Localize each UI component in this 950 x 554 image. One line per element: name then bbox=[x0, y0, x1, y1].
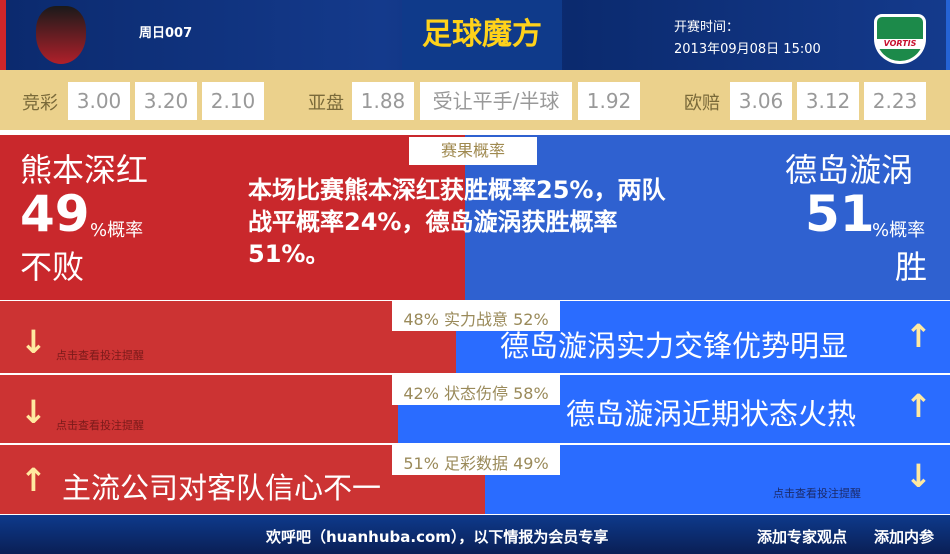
home-outcome: 不败 bbox=[20, 248, 85, 286]
member-notice: 欢呼吧（huanhuba.com），以下情报为会员专享 bbox=[266, 528, 609, 546]
home-pct-unit: %概率 bbox=[90, 220, 144, 241]
row-tag: 51% 足彩数据 49% bbox=[392, 445, 560, 475]
asia-label: 亚盘 bbox=[308, 93, 344, 114]
row-tag: 42% 状态伤停 58% bbox=[392, 375, 560, 405]
row-text: 德岛漩涡近期状态火热 bbox=[566, 397, 857, 431]
odds-value: 1.88 bbox=[352, 82, 414, 120]
home-team-name: 熊本深红 bbox=[20, 151, 149, 189]
kickoff-time: 2013年09月08日 15:00 bbox=[674, 42, 821, 57]
arrow-down-icon: ↓ bbox=[20, 323, 47, 361]
arrow-up-icon: ↑ bbox=[905, 317, 932, 355]
footer-bar: 欢呼吧（huanhuba.com），以下情报为会员专享 添加专家观点 添加内参 bbox=[0, 515, 950, 554]
analysis-row-strength[interactable]: 48% 实力战意 52% ↓ 点击查看投注提醒 德岛漩涡实力交锋优势明显 ↑ bbox=[0, 301, 950, 373]
add-inside-button[interactable]: 添加内参 bbox=[874, 528, 935, 546]
result-summary: 本场比赛熊本深红获胜概率25%，两队战平概率24%，德岛漩涡获胜概率51%。 bbox=[248, 176, 666, 268]
jc-label: 竞彩 bbox=[22, 93, 58, 114]
away-pct: 51 bbox=[805, 185, 875, 243]
odds-handicap: 受让平手/半球 bbox=[420, 82, 572, 120]
odds-value: 3.12 bbox=[797, 82, 859, 120]
away-team-logo: VORTIS bbox=[874, 14, 926, 64]
result-tag: 赛果概率 bbox=[409, 137, 537, 165]
match-round: 周日007 bbox=[139, 26, 193, 41]
odds-value: 2.10 bbox=[202, 82, 264, 120]
bet-hint-link[interactable]: 点击查看投注提醒 bbox=[56, 349, 144, 362]
arrow-down-icon: ↓ bbox=[20, 393, 47, 431]
bet-hint-link[interactable]: 点击查看投注提醒 bbox=[56, 419, 144, 432]
away-team-name: 德岛漩涡 bbox=[785, 151, 914, 189]
row-text: 主流公司对客队信心不一 bbox=[62, 471, 382, 505]
brand-logo: 足球魔方 bbox=[402, 0, 562, 70]
kickoff-label: 开赛时间： bbox=[674, 20, 740, 35]
home-share bbox=[0, 135, 465, 300]
away-pct-unit: %概率 bbox=[872, 220, 926, 241]
home-pct: 49 bbox=[20, 185, 90, 243]
arrow-down-icon: ↓ bbox=[905, 457, 932, 495]
euro-label: 欧赔 bbox=[684, 93, 720, 114]
analysis-row-lottery[interactable]: 51% 足彩数据 49% ↑ 主流公司对客队信心不一 点击查看投注提醒 ↓ bbox=[0, 445, 950, 514]
bet-hint-link[interactable]: 点击查看投注提醒 bbox=[773, 487, 861, 500]
home-team-logo bbox=[36, 6, 86, 64]
away-logo-text: VORTIS bbox=[877, 39, 923, 49]
match-header: 周日007 足球魔方 开赛时间： 2013年09月08日 15:00 VORTI… bbox=[0, 0, 950, 70]
odds-value: 3.00 bbox=[68, 82, 130, 120]
home-share bbox=[0, 375, 398, 443]
odds-value: 3.06 bbox=[730, 82, 792, 120]
arrow-up-icon: ↑ bbox=[20, 461, 47, 499]
odds-value: 1.92 bbox=[578, 82, 640, 120]
row-tag: 48% 实力战意 52% bbox=[392, 301, 560, 331]
odds-value: 3.20 bbox=[135, 82, 197, 120]
add-expert-button[interactable]: 添加专家观点 bbox=[757, 528, 848, 546]
away-outcome: 胜 bbox=[895, 248, 928, 286]
odds-value: 2.23 bbox=[864, 82, 926, 120]
row-text: 德岛漩涡实力交锋优势明显 bbox=[500, 329, 849, 363]
analysis-row-form[interactable]: 42% 状态伤停 58% ↓ 点击查看投注提醒 德岛漩涡近期状态火热 ↑ bbox=[0, 375, 950, 443]
arrow-up-icon: ↑ bbox=[905, 387, 932, 425]
home-share bbox=[0, 301, 456, 373]
